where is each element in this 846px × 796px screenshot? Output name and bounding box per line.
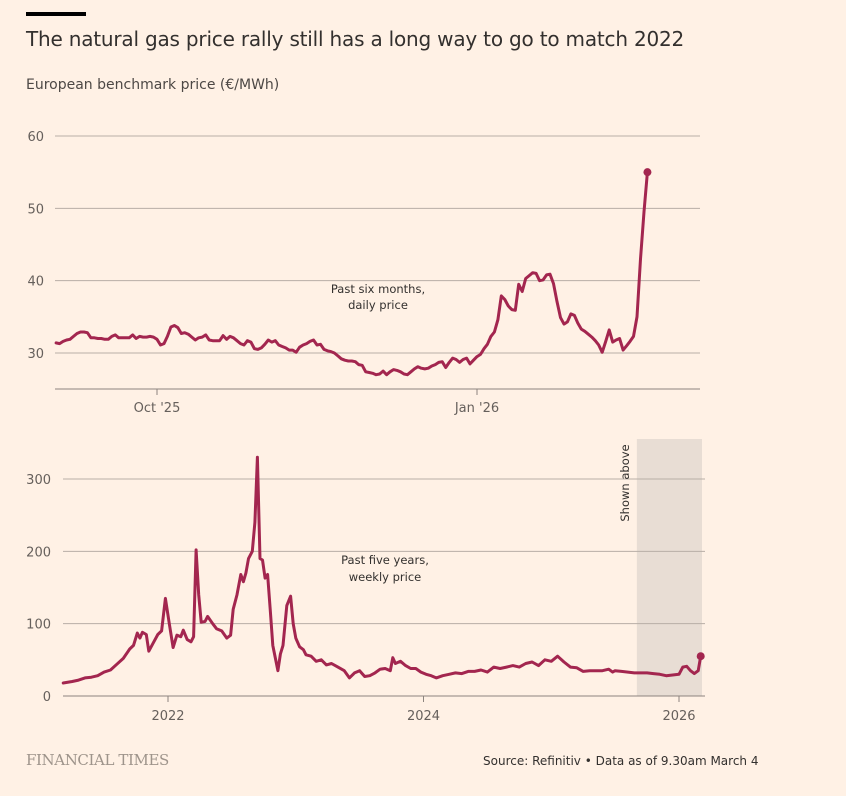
five-year-latest-point xyxy=(696,652,705,661)
six-month-y-tick-label: 40 xyxy=(27,275,44,290)
five-year-annotation-line-1: Past five years, xyxy=(341,553,429,567)
six-month-y-tick-label: 60 xyxy=(27,130,44,145)
five-year-x-tick-label: 2022 xyxy=(151,709,184,724)
chart-title: The natural gas price rally still has a … xyxy=(26,27,685,51)
five-year-x-tick-label: 2024 xyxy=(407,709,440,724)
six-month-annotation-line-1: Past six months, xyxy=(331,282,425,296)
six-month-y-axis: 30 40 50 60 xyxy=(27,130,44,362)
six-month-grid xyxy=(55,135,700,390)
five-year-y-tick-label: 0 xyxy=(43,690,51,705)
six-month-chart: 30 40 50 60 Oct '25 Jan '26 Past six months,… xyxy=(27,130,700,416)
five-year-annotation-line-2: weekly price xyxy=(349,570,422,584)
six-month-price-line xyxy=(54,170,649,377)
six-month-y-tick-label: 30 xyxy=(27,347,44,362)
shown-above-shaded-region xyxy=(636,439,702,696)
six-month-annotation-line-2: daily price xyxy=(348,298,408,312)
chart-subtitle: European benchmark price (€/MWh) xyxy=(26,77,280,93)
five-year-price-line xyxy=(61,455,703,685)
five-year-chart: 0 100 200 300 2022 2024 2026 Shown above Past… xyxy=(26,439,705,724)
five-year-x-axis: 2022 2024 2026 xyxy=(151,696,696,724)
shown-above-label: Shown above xyxy=(618,444,632,521)
six-month-x-axis: Oct '25 Jan '26 xyxy=(134,389,499,416)
five-year-y-axis: 0 100 200 300 xyxy=(26,473,51,705)
source-note: Source: Refinitiv • Data as of 9.30am Ma… xyxy=(483,754,759,768)
five-year-y-tick-label: 100 xyxy=(26,618,51,633)
ft-logo: FINANCIAL TIMES xyxy=(26,751,169,769)
five-year-y-tick-label: 300 xyxy=(26,473,51,488)
six-month-latest-point xyxy=(643,168,652,177)
six-month-x-tick-label: Oct '25 xyxy=(134,401,181,416)
ft-accent-bar xyxy=(26,12,86,16)
five-year-grid xyxy=(63,478,705,697)
six-month-x-tick-label: Jan '26 xyxy=(454,401,499,416)
five-year-y-tick-label: 200 xyxy=(26,545,51,560)
five-year-x-tick-label: 2026 xyxy=(662,709,695,724)
six-month-y-tick-label: 50 xyxy=(27,202,44,217)
